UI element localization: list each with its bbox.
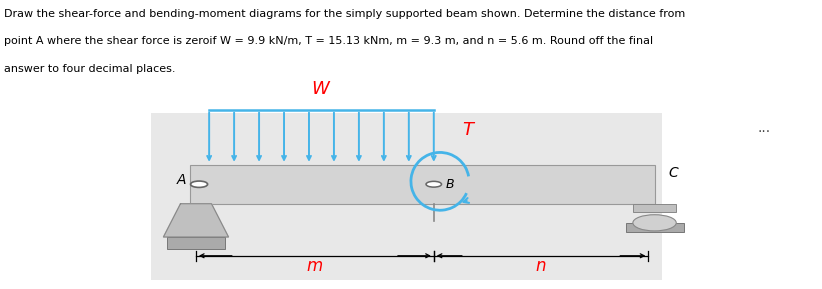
Polygon shape bbox=[164, 204, 229, 237]
FancyBboxPatch shape bbox=[151, 113, 663, 280]
Text: $W$: $W$ bbox=[312, 80, 331, 98]
Text: C: C bbox=[668, 166, 678, 180]
FancyBboxPatch shape bbox=[626, 223, 684, 232]
Circle shape bbox=[191, 181, 208, 187]
FancyBboxPatch shape bbox=[633, 204, 676, 212]
Text: answer to four decimal places.: answer to four decimal places. bbox=[4, 64, 175, 74]
Circle shape bbox=[426, 181, 441, 187]
Text: A: A bbox=[177, 173, 186, 187]
Text: B: B bbox=[446, 178, 454, 191]
FancyBboxPatch shape bbox=[190, 165, 654, 204]
Text: $n$: $n$ bbox=[535, 257, 547, 275]
Circle shape bbox=[633, 215, 677, 231]
Text: $m$: $m$ bbox=[307, 257, 323, 275]
Text: Draw the shear-force and bending-moment diagrams for the simply supported beam s: Draw the shear-force and bending-moment … bbox=[4, 9, 685, 19]
Text: ...: ... bbox=[758, 121, 771, 135]
FancyBboxPatch shape bbox=[167, 237, 225, 249]
Text: $T$: $T$ bbox=[462, 121, 476, 139]
Text: point A where the shear force is zeroif W = 9.9 kN/m, T = 15.13 kNm, m = 9.3 m, : point A where the shear force is zeroif … bbox=[4, 36, 653, 46]
